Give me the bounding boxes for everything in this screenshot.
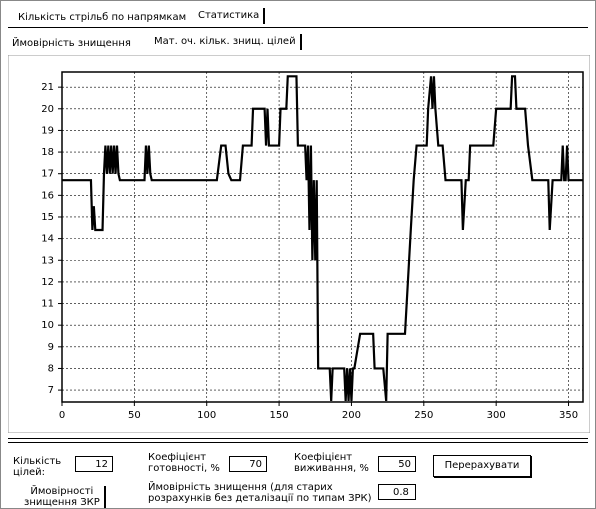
separator	[8, 438, 588, 443]
label-line: Коефіцієнт	[294, 452, 353, 463]
x-tick-label: 200	[342, 410, 361, 421]
y-tick-label: 21	[41, 82, 54, 93]
input[interactable]: 12	[75, 456, 113, 472]
label-line: Коефіцієнт	[148, 452, 207, 463]
input[interactable]: 50	[378, 456, 416, 472]
y-tick-label: 9	[48, 342, 54, 353]
label-line: готовності, %	[148, 463, 220, 474]
label: Коефіцієнт готовності, %	[148, 452, 220, 474]
label: Коефіцієнт виживання, %	[294, 452, 369, 474]
label-line: Кількість	[13, 456, 62, 467]
label: Ймовірність знищення (для старих розрахун…	[148, 482, 372, 504]
label-line: розрахунків без деталізації по типам ЗРК…	[148, 493, 372, 504]
input[interactable]: 0.8	[378, 484, 416, 500]
y-tick-label: 10	[41, 320, 54, 331]
x-tick-label: 300	[487, 410, 506, 421]
subtab-active[interactable]: Мат. оч. кільк. знищ. цілей	[150, 34, 302, 50]
chart: 7 8 9 10 11 12 13 14 15 16 17 18 19 20 21 0 50 100 150 200 2…	[8, 55, 590, 433]
x-tick-label: 0	[59, 410, 65, 421]
y-tick-label: 18	[41, 147, 54, 158]
y-tick-label: 15	[41, 212, 54, 223]
label-line: знищення ЗКР	[24, 497, 100, 508]
x-tick-label: 100	[197, 410, 216, 421]
x-tick-label: 250	[414, 410, 433, 421]
y-tick-label: 19	[41, 125, 54, 136]
label-line: Ймовірності	[30, 486, 94, 497]
y-tick-label: 20	[41, 104, 54, 115]
label-line: цілей:	[13, 467, 45, 478]
label-line: Ймовірність знищення (для старих	[148, 482, 333, 493]
tab-active[interactable]: Статистика	[194, 8, 266, 24]
tab-line	[8, 27, 588, 28]
y-tick-label: 14	[41, 234, 54, 245]
y-tick-label: 17	[41, 169, 54, 180]
input[interactable]: 70	[229, 456, 267, 472]
plot-area	[61, 71, 584, 403]
button[interactable]: Перерахувати	[433, 455, 531, 477]
x-tick-label: 150	[270, 410, 289, 421]
y-tick-label: 13	[41, 255, 54, 266]
subtab[interactable]: Ймовірність знищення	[12, 38, 131, 49]
y-tick-label: 11	[41, 299, 54, 310]
label: Кількість цілей:	[13, 456, 61, 478]
zkr-tab[interactable]: Ймовірності знищення ЗКР	[24, 486, 106, 508]
x-tick-label: 350	[559, 410, 578, 421]
tab[interactable]: Кількість стрільб по напрямкам	[18, 12, 187, 23]
x-tick-label: 50	[128, 410, 141, 421]
y-tick-label: 12	[41, 277, 54, 288]
data-line	[62, 75, 583, 402]
y-tick-label: 8	[48, 363, 54, 374]
y-tick-label: 16	[41, 190, 54, 201]
label-line: виживання, %	[294, 463, 369, 474]
y-tick-label: 7	[48, 385, 54, 396]
